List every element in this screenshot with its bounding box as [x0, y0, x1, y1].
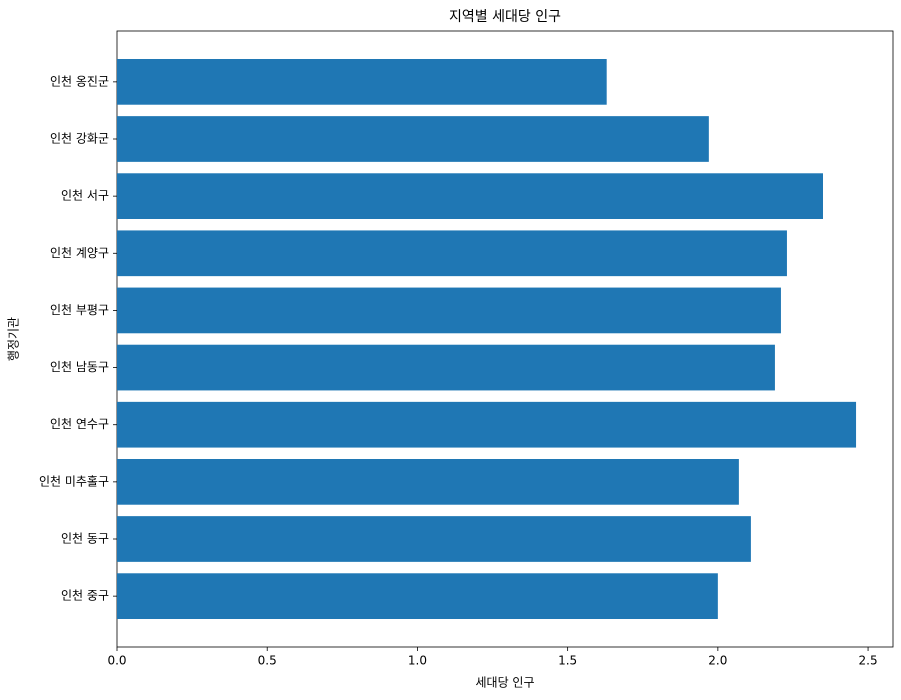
y-tick-label: 인천 옹진군: [50, 73, 109, 88]
x-axis-label: 세대당 인구: [475, 676, 534, 690]
y-tick-label: 인천 부평구: [50, 302, 109, 317]
y-tick-label: 인천 강화군: [50, 131, 109, 146]
plot-frame: [116, 30, 894, 648]
chart-title: 지역별 세대당 인구: [449, 9, 561, 25]
y-tick-label: 인천 서구: [61, 188, 109, 203]
y-axis-label: 행정기관: [6, 317, 21, 361]
x-tick-label: 2.5: [859, 654, 878, 668]
x-tick-label: 0.0: [107, 654, 126, 668]
bar: [117, 344, 775, 391]
bar: [117, 287, 781, 334]
y-tick-label: 인천 남동구: [50, 359, 109, 374]
x-tick-label: 1.5: [558, 654, 577, 668]
bar: [117, 173, 824, 219]
y-tick-label: 인천 미추홀구: [39, 473, 109, 488]
bar: [117, 459, 739, 505]
x-tick-label: 1.0: [408, 654, 427, 668]
bar: [117, 230, 787, 277]
bar: [117, 59, 607, 105]
y-tick-label: 인천 동구: [61, 531, 109, 546]
x-tick-label: 2.0: [708, 654, 727, 668]
bar: [117, 401, 857, 448]
y-tick-label: 인천 중구: [61, 588, 109, 603]
x-tick-label: 0.5: [258, 654, 277, 668]
y-tick-label: 인천 계양구: [50, 245, 109, 260]
bar: [117, 116, 709, 162]
y-tick-label: 인천 연수구: [50, 416, 109, 431]
bar: [117, 516, 751, 562]
bar: [117, 573, 718, 619]
